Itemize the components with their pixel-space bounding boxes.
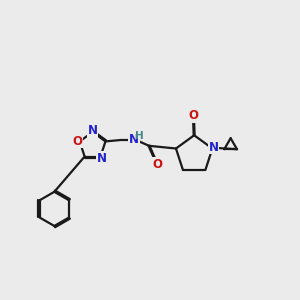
Text: N: N [129, 133, 139, 146]
Text: H: H [135, 131, 144, 141]
Text: O: O [72, 135, 82, 148]
Text: N: N [88, 124, 98, 137]
Text: N: N [97, 152, 107, 164]
Text: O: O [189, 109, 199, 122]
Text: N: N [209, 141, 219, 154]
Text: O: O [152, 158, 162, 171]
